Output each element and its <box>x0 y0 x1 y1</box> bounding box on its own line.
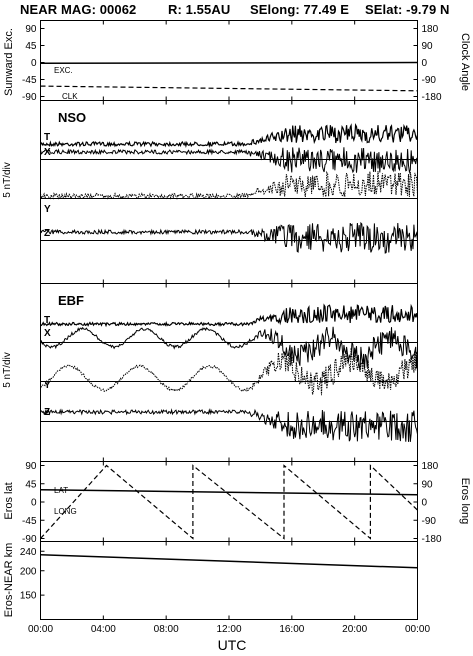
nso-x-trace <box>40 147 418 174</box>
eros-long-y-tick-label: 0 <box>422 498 428 509</box>
sunward-y-tick-label: 90 <box>25 24 37 35</box>
ebf-y-trace <box>40 347 418 396</box>
ebf-panel-label: EBF <box>58 293 84 308</box>
mission-label: NEAR MAG: 00062 <box>20 2 137 17</box>
tick-layer: 00:00 04:00 08:00 12:00 16:00 20:00 00:00 90 45 0… <box>20 20 442 635</box>
clock-y-tick-label: -180 <box>422 92 442 103</box>
x-tick-label: 16:00 <box>279 624 304 635</box>
x-axis-label: UTC <box>218 637 247 653</box>
eros-long-y-tick-label: 90 <box>422 479 434 490</box>
x-tick-label: 00:00 <box>405 624 430 635</box>
nso-x-label: X <box>44 147 51 158</box>
nso-t-trace <box>40 122 419 149</box>
nso-ylabel: 5 nT/div <box>2 162 13 198</box>
eros-lat-y-tick-label: 90 <box>25 461 37 472</box>
nso-y-trace <box>40 170 418 201</box>
panel-frame-nso <box>40 100 418 284</box>
distance-y-tick-label: 200 <box>20 566 37 577</box>
sunward-ylabel: Sunward Exc. <box>3 28 15 96</box>
distance-y-tick-label: 240 <box>20 547 37 558</box>
range-label: R: 1.55AU <box>168 2 231 17</box>
eros-long-y-tick-label: -180 <box>422 534 442 545</box>
ebf-x-label: X <box>44 328 51 339</box>
clock-y-tick-label: 90 <box>422 41 434 52</box>
page-title: NEAR MAG: 00062 R: 1.55AU SElong: 77.49 … <box>20 2 470 18</box>
ebf-z-trace <box>40 408 418 442</box>
panel-frame-eros-distance <box>40 541 418 620</box>
ebf-ylabel: 5 nT/div <box>2 352 13 388</box>
nso-z-trace <box>40 221 418 254</box>
distance-series-line <box>40 553 418 569</box>
distance-y-tick-label: 150 <box>20 591 37 602</box>
clock-y-tick-label: -90 <box>422 75 437 86</box>
ebf-t-label: T <box>44 315 50 326</box>
long-series-line <box>40 464 418 540</box>
x-tick-label: 20:00 <box>342 624 367 635</box>
eros-lat-y-tick-label: -45 <box>22 516 37 527</box>
exc-trace-label: EXC. <box>54 66 73 75</box>
trace-layer <box>40 61 419 569</box>
eros-lat-y-tick-label: -90 <box>22 534 37 545</box>
selong-label: SElong: 77.49 E <box>250 2 350 17</box>
panel-frame-eros-latlong <box>40 461 418 542</box>
ebf-x-trace <box>40 326 418 370</box>
x-tick-label: 04:00 <box>91 624 116 635</box>
sunward-y-tick-label: 0 <box>31 58 37 69</box>
clk-series-line <box>40 85 418 92</box>
eros-long-y-tick-label: 180 <box>422 461 439 472</box>
sunward-y-tick-label: -45 <box>22 75 37 86</box>
x-tick-label: 12:00 <box>216 624 241 635</box>
eros-long-ylabel: Eros long <box>459 478 471 524</box>
sunward-y-tick-label: 45 <box>25 41 37 52</box>
nso-y-label: Y <box>44 204 51 215</box>
eros-lat-y-tick-label: 0 <box>31 498 37 509</box>
x-tick-label: 08:00 <box>154 624 179 635</box>
x-tick-label: 00:00 <box>28 624 53 635</box>
eros-lat-ylabel: Eros lat <box>3 482 15 519</box>
clk-trace-label: CLK <box>62 92 78 101</box>
ebf-y-label: Y <box>44 380 51 391</box>
sunward-y-tick-label: -90 <box>22 92 37 103</box>
nso-panel-label: NSO <box>58 110 86 125</box>
clock-angle-ylabel: Clock Angle <box>459 33 471 91</box>
clock-y-tick-label: 0 <box>422 58 428 69</box>
ebf-t-trace <box>40 303 419 328</box>
lat-series-line <box>40 489 418 496</box>
nso-t-label: T <box>44 132 50 143</box>
eros-near-ylabel: Eros-NEAR km <box>3 543 15 618</box>
exc-series-line <box>40 61 418 65</box>
eros-lat-y-tick-label: 45 <box>25 479 37 490</box>
nso-z-label: Z <box>44 228 50 239</box>
clock-y-tick-label: 180 <box>422 24 439 35</box>
selat-label: SElat: -9.79 N <box>365 2 450 17</box>
eros-long-y-tick-label: -90 <box>422 516 437 527</box>
